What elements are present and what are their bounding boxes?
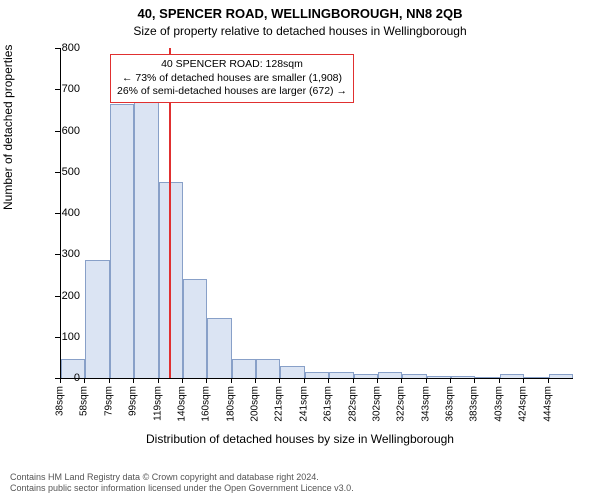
histogram-bar <box>524 377 548 378</box>
x-tick-label: 140sqm <box>176 386 187 422</box>
histogram-bar <box>183 279 207 378</box>
y-tick-mark <box>55 296 60 297</box>
x-tick-label: 383sqm <box>469 386 480 422</box>
histogram-bar <box>500 374 524 378</box>
y-tick-mark <box>55 213 60 214</box>
x-tick-label: 221sqm <box>274 386 285 422</box>
y-axis-label: Number of detached properties <box>1 45 15 210</box>
chart-title-main: 40, SPENCER ROAD, WELLINGBOROUGH, NN8 2Q… <box>0 6 600 21</box>
x-tick-mark <box>279 378 280 383</box>
x-tick-mark <box>133 378 134 383</box>
y-tick-mark <box>55 131 60 132</box>
x-tick-label: 322sqm <box>396 386 407 422</box>
y-tick-mark <box>55 172 60 173</box>
x-tick-mark <box>84 378 85 383</box>
x-tick-mark <box>548 378 549 383</box>
x-tick-mark <box>328 378 329 383</box>
y-tick-label: 600 <box>44 125 80 137</box>
y-tick-label: 300 <box>44 248 80 260</box>
histogram-bar <box>549 374 573 378</box>
x-tick-label: 343sqm <box>420 386 431 422</box>
x-tick-mark <box>450 378 451 383</box>
x-tick-mark <box>474 378 475 383</box>
footer-line-2: Contains public sector information licen… <box>10 483 590 494</box>
x-tick-label: 99sqm <box>128 386 139 416</box>
annotation-line-3: 26% of semi-detached houses are larger (… <box>117 85 347 99</box>
histogram-bar <box>378 372 402 378</box>
histogram-bar <box>451 376 475 378</box>
y-tick-mark <box>55 89 60 90</box>
histogram-bar <box>85 260 109 378</box>
footer-attribution: Contains HM Land Registry data © Crown c… <box>10 472 590 495</box>
x-tick-label: 424sqm <box>518 386 529 422</box>
histogram-bar <box>305 372 329 378</box>
histogram-bar <box>110 104 134 378</box>
annotation-line-1: 40 SPENCER ROAD: 128sqm <box>117 58 347 72</box>
x-tick-mark <box>401 378 402 383</box>
x-tick-mark <box>426 378 427 383</box>
chart-title-sub: Size of property relative to detached ho… <box>0 24 600 38</box>
histogram-bar <box>427 376 451 378</box>
annotation-box: 40 SPENCER ROAD: 128sqm ← 73% of detache… <box>110 54 354 103</box>
y-tick-label: 100 <box>44 331 80 343</box>
x-tick-mark <box>499 378 500 383</box>
chart-container: 40, SPENCER ROAD, WELLINGBOROUGH, NN8 2Q… <box>0 0 600 500</box>
histogram-bar <box>159 182 183 378</box>
histogram-bar <box>329 372 353 378</box>
x-tick-mark <box>353 378 354 383</box>
histogram-bar <box>207 318 231 378</box>
x-tick-mark <box>304 378 305 383</box>
y-tick-mark <box>55 254 60 255</box>
y-tick-label: 700 <box>44 83 80 95</box>
histogram-bar <box>402 374 426 378</box>
x-tick-label: 180sqm <box>225 386 236 422</box>
x-tick-mark <box>523 378 524 383</box>
x-tick-label: 38sqm <box>55 386 66 416</box>
x-tick-mark <box>158 378 159 383</box>
y-tick-label: 0 <box>44 372 80 384</box>
histogram-bar <box>256 359 280 378</box>
y-tick-label: 500 <box>44 166 80 178</box>
annotation-line-2: ← 73% of detached houses are smaller (1,… <box>117 72 347 86</box>
x-tick-label: 119sqm <box>152 386 163 421</box>
x-tick-label: 58sqm <box>79 386 90 416</box>
x-tick-mark <box>255 378 256 383</box>
x-tick-mark <box>60 378 61 383</box>
x-tick-label: 200sqm <box>250 386 261 422</box>
x-tick-mark <box>231 378 232 383</box>
x-tick-label: 160sqm <box>201 386 212 422</box>
x-tick-label: 302sqm <box>371 386 382 422</box>
histogram-bar <box>475 377 499 378</box>
x-tick-label: 79sqm <box>103 386 114 416</box>
x-tick-mark <box>206 378 207 383</box>
histogram-bar <box>232 359 256 378</box>
x-tick-label: 403sqm <box>493 386 504 422</box>
x-tick-label: 241sqm <box>298 386 309 422</box>
y-tick-mark <box>55 48 60 49</box>
footer-line-1: Contains HM Land Registry data © Crown c… <box>10 472 590 483</box>
x-tick-mark <box>182 378 183 383</box>
histogram-bar <box>134 98 158 379</box>
x-tick-label: 261sqm <box>323 386 334 422</box>
x-tick-label: 363sqm <box>445 386 456 422</box>
x-tick-mark <box>377 378 378 383</box>
x-tick-mark <box>109 378 110 383</box>
x-tick-label: 282sqm <box>347 386 358 422</box>
histogram-bar <box>280 366 304 378</box>
y-tick-label: 800 <box>44 42 80 54</box>
x-axis-label: Distribution of detached houses by size … <box>0 432 600 446</box>
y-tick-label: 200 <box>44 290 80 302</box>
y-tick-label: 400 <box>44 207 80 219</box>
y-tick-mark <box>55 337 60 338</box>
histogram-bar <box>354 374 378 378</box>
x-tick-label: 444sqm <box>542 386 553 422</box>
